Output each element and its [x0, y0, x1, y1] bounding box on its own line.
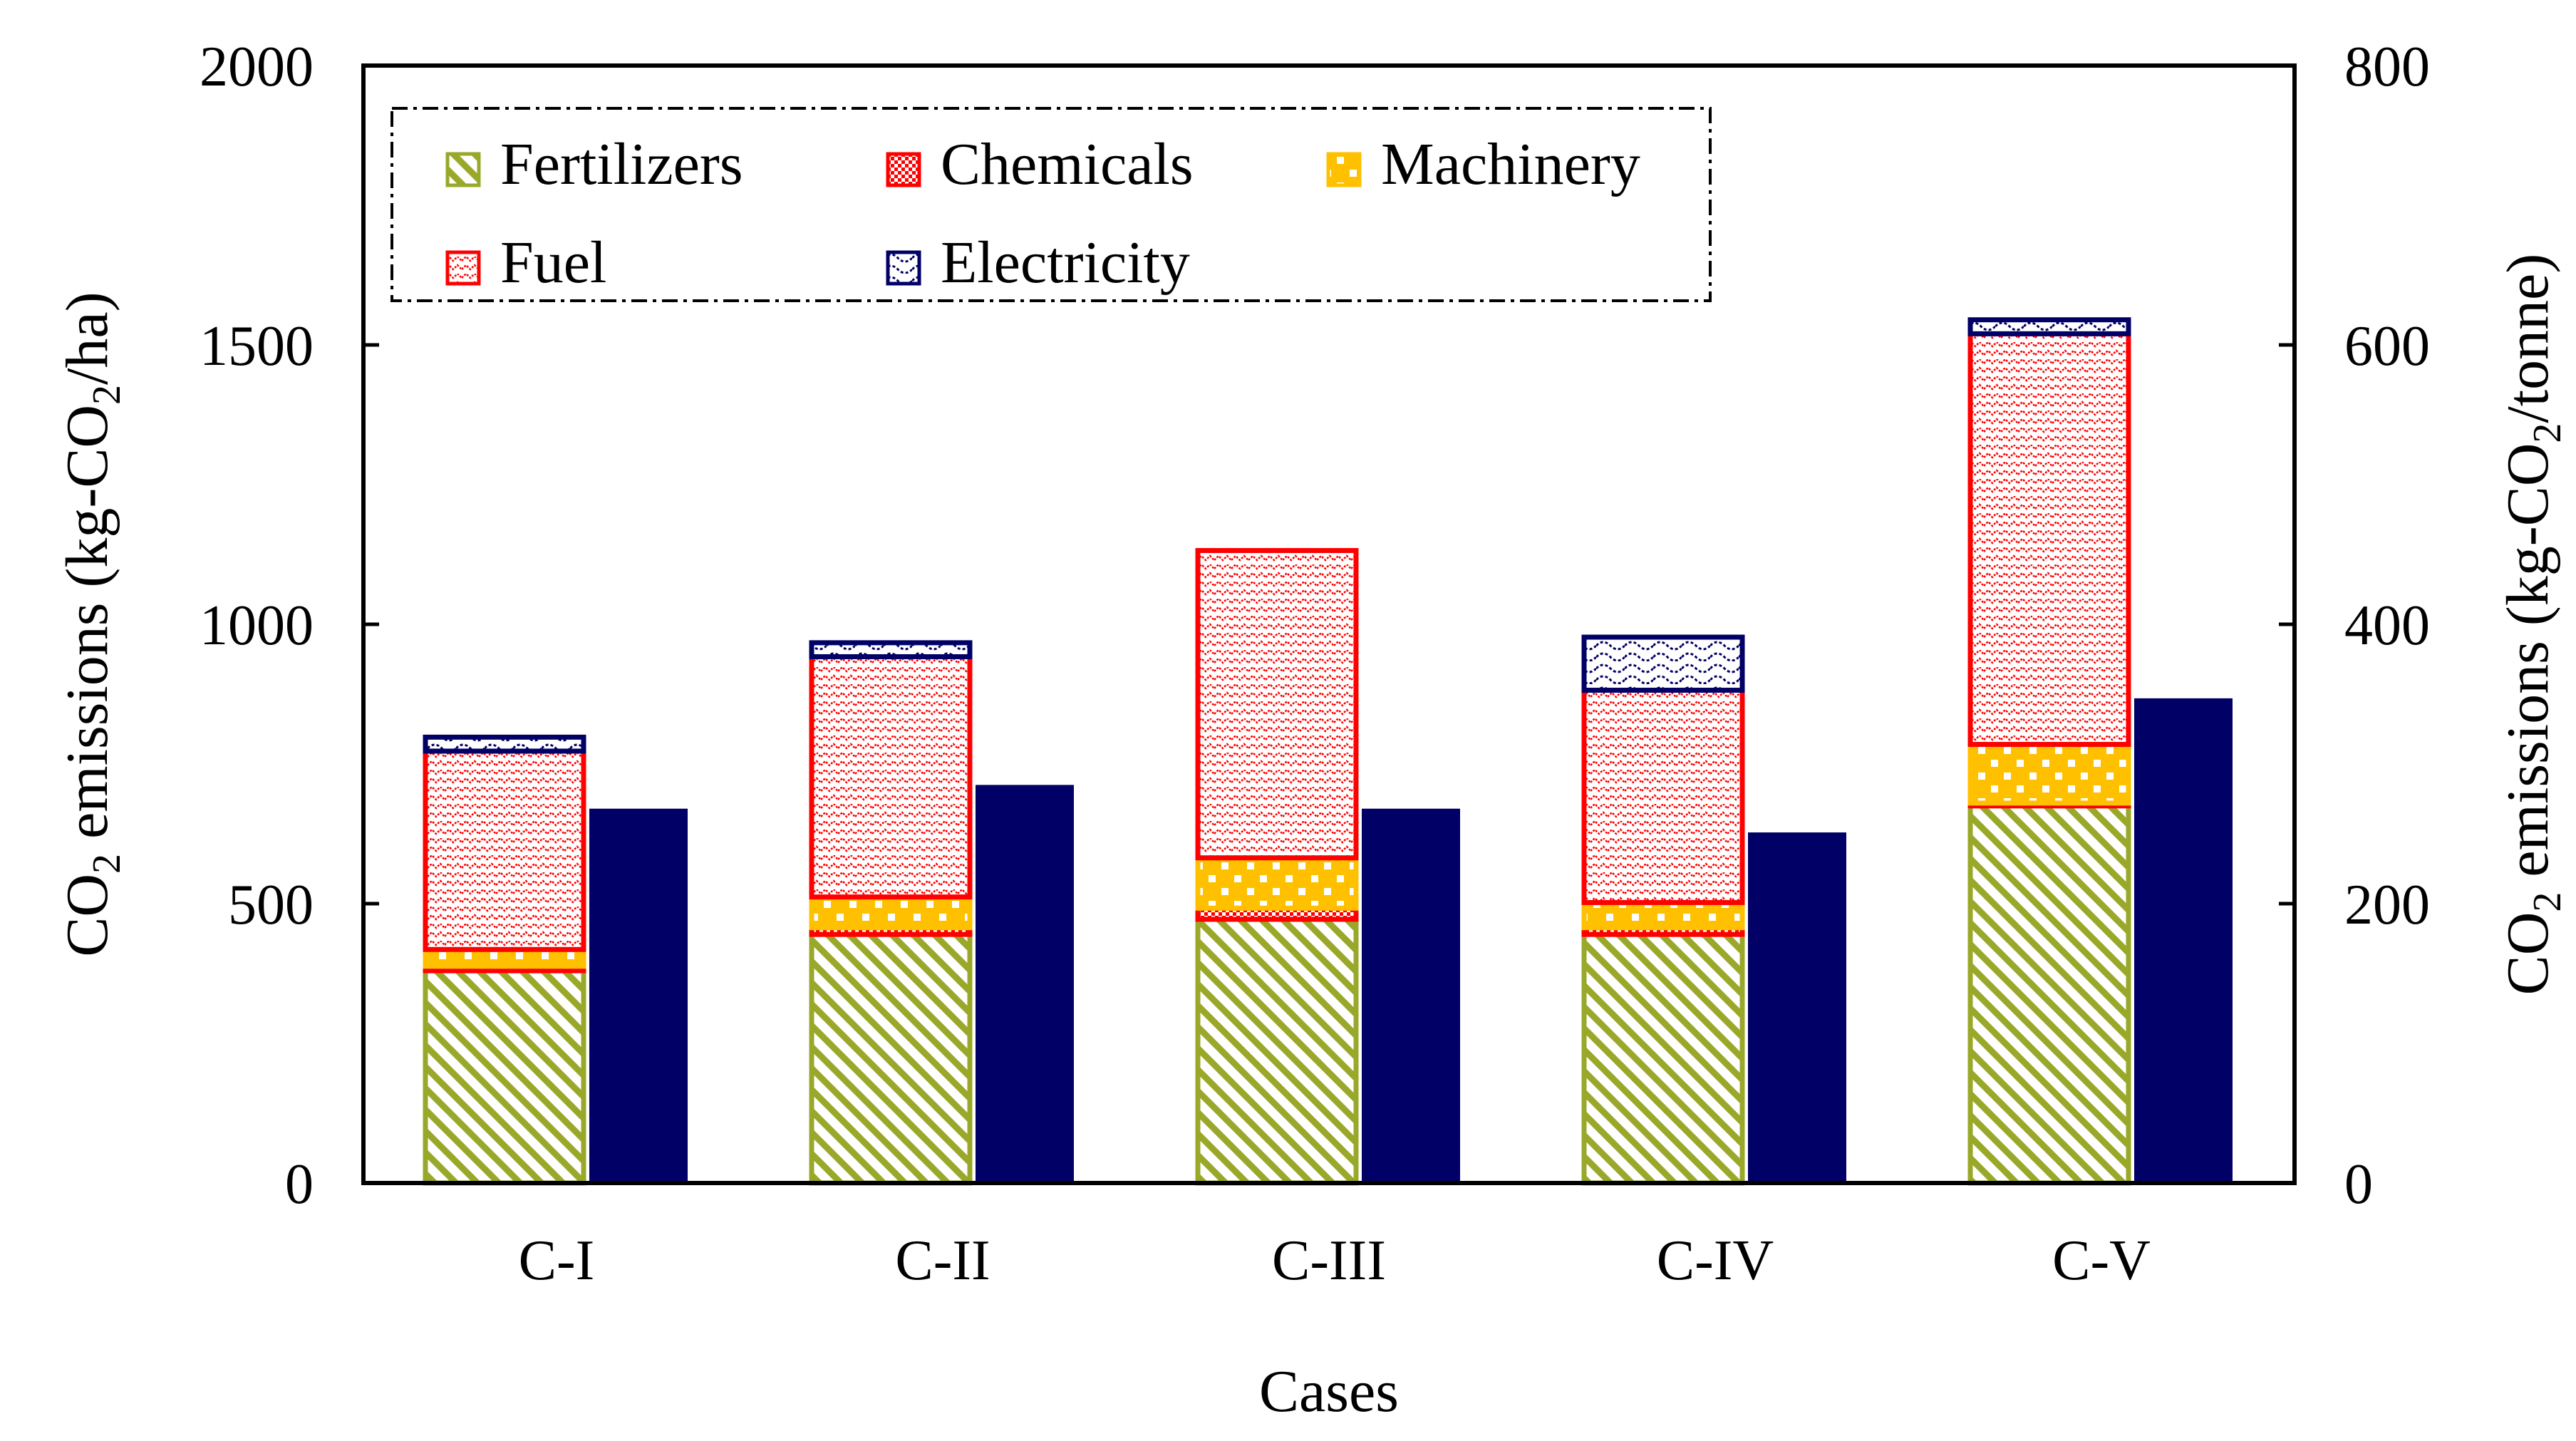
axes-layer: C-I C-II C-III C-IV C-V 0 500 1000 1500 2000 0 200 4…	[54, 36, 2570, 1425]
bar-fuel-c-ii	[809, 654, 973, 900]
bar-machinery-c-ii	[809, 894, 973, 931]
legend-swatch-fertilizers	[445, 152, 481, 187]
y-left-axis-title: CO2 emissions (kg-CO2/ha)	[54, 291, 129, 956]
bar-electricity-c-iv	[1581, 634, 1745, 693]
bar-fertilizers-c-ii	[809, 931, 973, 1186]
bar-per-tonne-c-ii	[976, 785, 1074, 1183]
legend-swatch-chemicals	[886, 152, 921, 187]
bar-fuel-c-i	[423, 748, 586, 952]
x-tick-label: C-I	[519, 1229, 595, 1292]
bar-fertilizers-c-iii	[1195, 916, 1359, 1186]
legend-swatch-fuel	[445, 250, 481, 286]
bar-electricity-c-v	[1967, 317, 2131, 336]
legend-box	[390, 107, 1712, 302]
bar-machinery-c-iv	[1581, 899, 1745, 931]
x-axis-title: Cases	[1259, 1358, 1399, 1425]
x-tick-label: C-III	[1272, 1229, 1386, 1292]
bar-electricity-c-ii	[809, 640, 973, 659]
bar-electricity-c-i	[423, 734, 586, 754]
bars-layer	[423, 317, 2233, 1186]
legend-swatch-electricity	[886, 250, 921, 286]
y-left-tick-label: 2000	[200, 36, 314, 98]
bar-fertilizers-c-i	[423, 968, 586, 1186]
y-right-tick-label: 400	[2344, 594, 2430, 657]
bar-per-tonne-c-i	[589, 808, 688, 1183]
bar-fuel-c-iv	[1581, 688, 1745, 905]
y-right-axis-title: CO2 emissions (kg-CO2/tonne)	[2495, 254, 2570, 996]
y-right-tick-label: 800	[2344, 36, 2430, 98]
y-right-tick-label: 600	[2344, 315, 2430, 378]
x-tick-label: C-V	[2052, 1229, 2151, 1292]
bar-fertilizers-c-iv	[1581, 931, 1745, 1186]
bar-per-tonne-c-iv	[1748, 832, 1846, 1183]
y-left-tick-label: 0	[285, 1153, 314, 1216]
bar-machinery-c-iii	[1195, 855, 1359, 911]
legend: Fertilizers Chemicals Machinery Fuel Electri…	[390, 107, 1712, 302]
bar-machinery-c-i	[423, 946, 586, 969]
bar-per-tonne-c-v	[2134, 698, 2233, 1183]
legend-label-chemicals: Chemicals	[941, 131, 1194, 197]
y-left-tick-label: 1500	[200, 315, 314, 378]
legend-label-fertilizers: Fertilizers	[500, 131, 743, 197]
legend-label-fuel: Fuel	[500, 229, 606, 296]
legend-label-machinery: Machinery	[1381, 131, 1640, 197]
bar-fertilizers-c-v	[1967, 803, 2131, 1186]
legend-swatch-machinery	[1326, 152, 1362, 187]
x-tick-label: C-IV	[1657, 1229, 1774, 1292]
legend-label-electricity: Electricity	[941, 229, 1190, 296]
bar-per-tonne-c-iii	[1362, 808, 1460, 1183]
bar-fuel-c-v	[1967, 331, 2131, 748]
y-right-tick-label: 0	[2344, 1153, 2373, 1216]
x-tick-label: C-II	[895, 1229, 990, 1292]
y-left-tick-label: 1000	[200, 594, 314, 657]
y-left-tick-label: 500	[228, 874, 314, 936]
y-right-tick-label: 200	[2344, 874, 2430, 936]
bar-fuel-c-iii	[1195, 548, 1359, 861]
bar-machinery-c-v	[1967, 742, 2131, 806]
